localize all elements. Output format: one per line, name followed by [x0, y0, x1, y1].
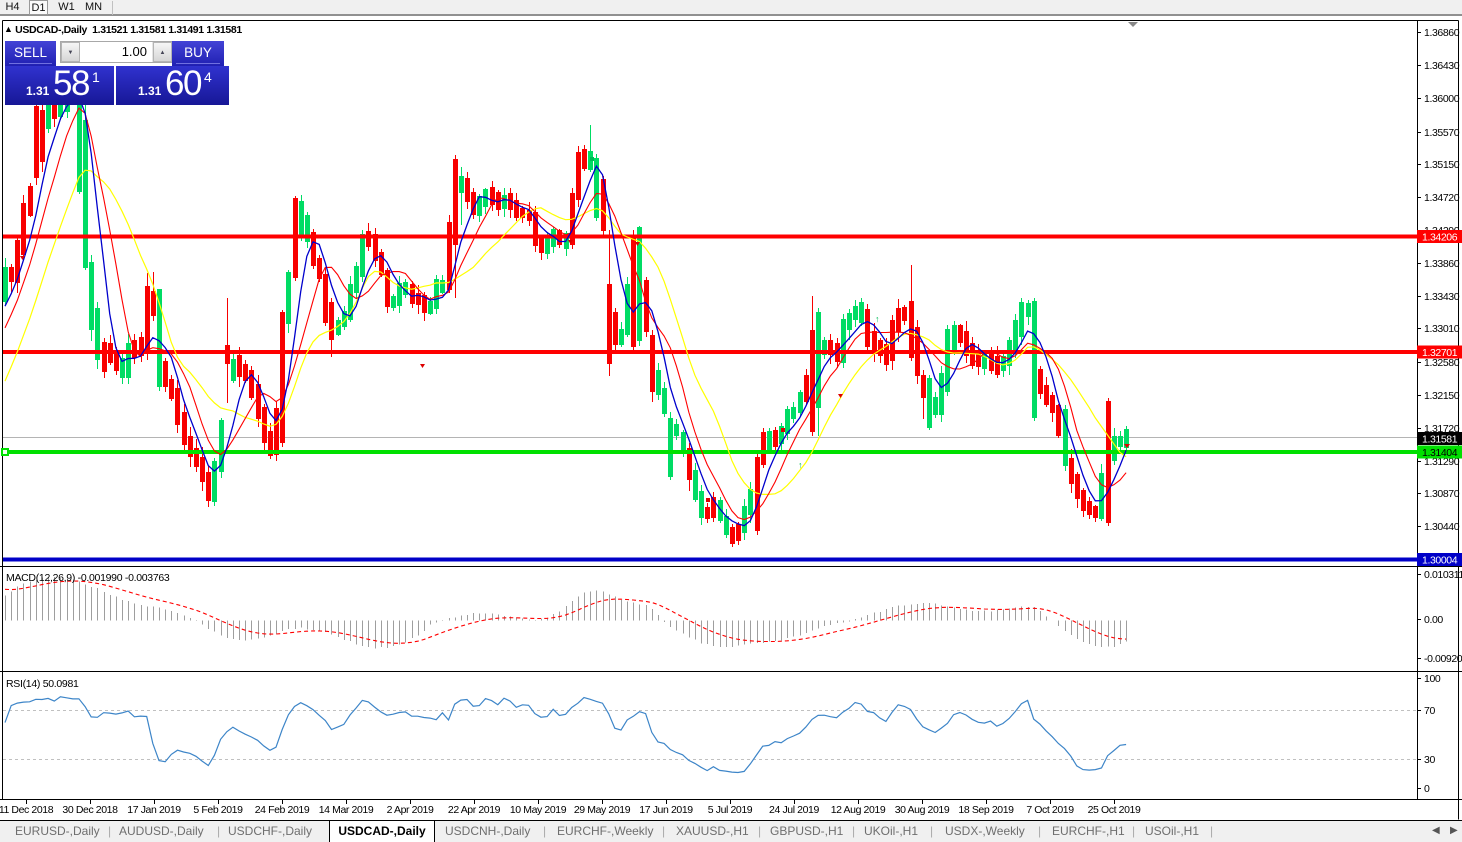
svg-text:1.32150: 1.32150	[1424, 390, 1460, 402]
svg-text:1.30870: 1.30870	[1424, 488, 1460, 500]
svg-text:1.35150: 1.35150	[1424, 159, 1460, 171]
svg-text:1.32580: 1.32580	[1424, 357, 1460, 369]
svg-text:24 Jul 2019: 24 Jul 2019	[769, 804, 819, 816]
svg-text:2 Apr 2019: 2 Apr 2019	[387, 804, 434, 816]
svg-text:1.34206: 1.34206	[1422, 232, 1458, 244]
svg-text:30 Dec 2018: 30 Dec 2018	[62, 804, 118, 816]
svg-text:RSI(14) 50.0981: RSI(14) 50.0981	[6, 678, 79, 690]
svg-text:1.36000: 1.36000	[1424, 93, 1460, 105]
svg-text:1.35570: 1.35570	[1424, 127, 1460, 139]
svg-text:1.36860: 1.36860	[1424, 27, 1460, 39]
svg-text:30 Aug 2019: 30 Aug 2019	[895, 804, 950, 816]
svg-text:17 Jan 2019: 17 Jan 2019	[127, 804, 181, 816]
svg-text:10 May 2019: 10 May 2019	[510, 804, 567, 816]
svg-text:1.34720: 1.34720	[1424, 192, 1460, 204]
svg-text:11 Dec 2018: 11 Dec 2018	[0, 804, 54, 816]
svg-text:↑: ↑	[798, 460, 803, 470]
svg-text:1.30440: 1.30440	[1424, 521, 1460, 533]
svg-text:MACD(12,26,9) -0.001990 -0.003: MACD(12,26,9) -0.001990 -0.003763	[6, 572, 170, 584]
svg-text:5 Feb 2019: 5 Feb 2019	[193, 804, 243, 816]
svg-text:17 Jun 2019: 17 Jun 2019	[639, 804, 693, 816]
svg-text:14 Mar 2019: 14 Mar 2019	[319, 804, 374, 816]
svg-text:1.33010: 1.33010	[1424, 323, 1460, 335]
svg-text:5 Jul 2019: 5 Jul 2019	[708, 804, 753, 816]
svg-text:-0.009203: -0.009203	[1424, 653, 1462, 665]
svg-text:1.30004: 1.30004	[1422, 555, 1458, 567]
svg-text:0.00: 0.00	[1424, 614, 1443, 626]
svg-text:22 Apr 2019: 22 Apr 2019	[448, 804, 501, 816]
svg-text:25 Oct 2019: 25 Oct 2019	[1088, 804, 1141, 816]
svg-text:29 May 2019: 29 May 2019	[574, 804, 631, 816]
svg-text:1.33430: 1.33430	[1424, 291, 1460, 303]
svg-text:30: 30	[1424, 754, 1435, 766]
svg-text:1.31290: 1.31290	[1424, 456, 1460, 468]
svg-text:0: 0	[1424, 783, 1430, 795]
svg-text:↑: ↑	[875, 314, 880, 324]
svg-text:1.36430: 1.36430	[1424, 60, 1460, 72]
svg-text:1.33860: 1.33860	[1424, 258, 1460, 270]
svg-text:24 Feb 2019: 24 Feb 2019	[255, 804, 310, 816]
svg-text:12 Aug 2019: 12 Aug 2019	[831, 804, 886, 816]
svg-text:100: 100	[1424, 673, 1441, 685]
svg-text:70: 70	[1424, 705, 1435, 717]
svg-text:7 Oct 2019: 7 Oct 2019	[1026, 804, 1074, 816]
svg-text:18 Sep 2019: 18 Sep 2019	[958, 804, 1014, 816]
svg-text:0.010311: 0.010311	[1424, 569, 1462, 581]
svg-text:1.31581: 1.31581	[1422, 434, 1458, 446]
svg-text:1.31404: 1.31404	[1422, 447, 1458, 459]
svg-text:1.32701: 1.32701	[1422, 347, 1458, 359]
